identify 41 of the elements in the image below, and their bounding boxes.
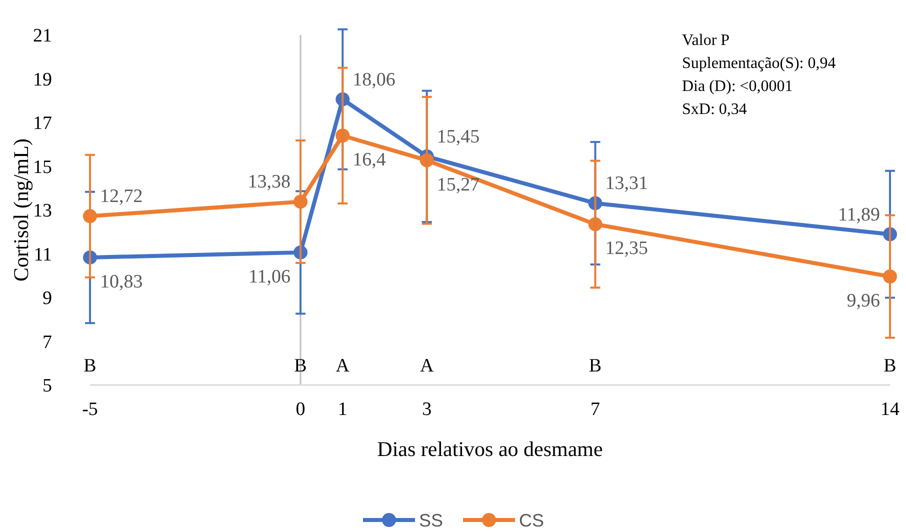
y-tick-label: 15 (33, 156, 52, 178)
y-tick-label: 7 (42, 332, 52, 353)
data-label: 11,06 (248, 266, 291, 288)
x-tick-label: 7 (590, 399, 600, 420)
annotation: A (420, 356, 434, 377)
annotation: B (84, 356, 96, 377)
data-label: 10,83 (100, 271, 143, 292)
x-tick-label: 14 (880, 399, 900, 420)
x-tick-label: 1 (338, 399, 348, 420)
data-label: 13,31 (605, 173, 648, 194)
x-axis-title: Dias relativos ao desmame (377, 437, 603, 461)
data-label: 16,4 (352, 150, 386, 171)
annotation: Valor P (682, 32, 730, 49)
y-tick-label: 5 (42, 376, 52, 397)
annotation: Dia (D): <0,0001 (682, 78, 793, 95)
annotation: B (294, 356, 307, 377)
y-tick-label: 19 (33, 69, 52, 90)
x-tick-label: 0 (296, 399, 306, 420)
y-tick-label: 17 (33, 113, 52, 134)
y-tick-label: 9 (42, 288, 52, 310)
data-label: 18,06 (352, 69, 396, 90)
data-label: 9,96 (846, 290, 880, 312)
annotation: A (336, 356, 350, 377)
annotation: B (884, 356, 896, 377)
x-tick-label: 3 (422, 399, 432, 420)
y-axis-title: Cortisol (ng/mL) (9, 138, 33, 282)
data-label: 11,89 (838, 204, 880, 226)
annotation: Suplementação(S): 0,94 (682, 55, 836, 72)
data-label: 12,72 (100, 186, 143, 208)
y-tick-label: 13 (33, 200, 52, 222)
y-tick-label: 21 (33, 26, 52, 47)
x-tick-label: -5 (82, 399, 98, 420)
annotation: SxD: 0,34 (682, 101, 747, 118)
legend-label: SS (419, 510, 444, 530)
data-label: 15,27 (436, 174, 480, 196)
annotation: B (588, 356, 602, 377)
data-label: 13,38 (248, 172, 291, 193)
data-label: 15,45 (436, 126, 480, 148)
data-label: 12,35 (605, 238, 648, 260)
y-tick-label: 11 (34, 244, 52, 266)
legend-label: CS (519, 510, 544, 530)
